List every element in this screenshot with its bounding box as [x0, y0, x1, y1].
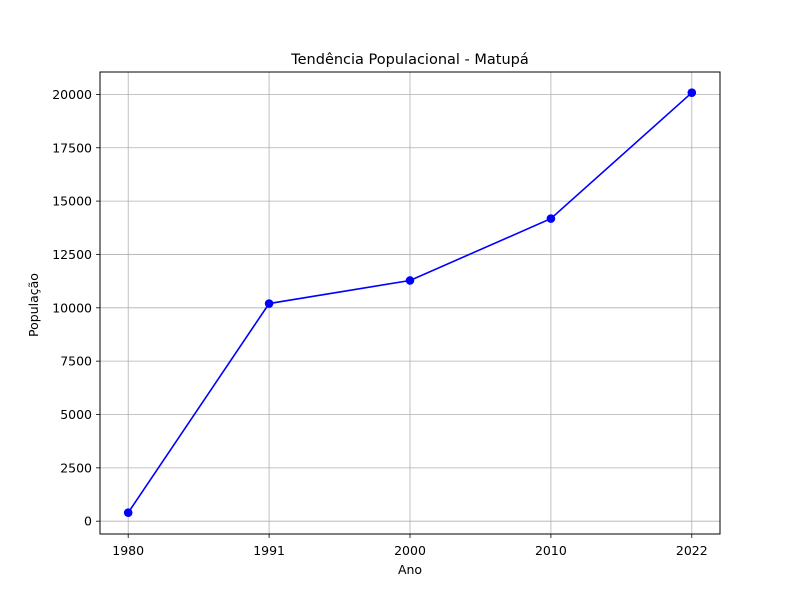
y-tick-label: 17500 — [52, 140, 92, 155]
data-point-1980 — [123, 508, 133, 517]
grid — [100, 72, 720, 534]
data-point-1991 — [264, 299, 274, 308]
y-axis: 0 2500 5000 7500 10000 12500 15000 17500 20000 — [52, 87, 100, 529]
x-tick-label: 1980 — [112, 543, 144, 558]
x-axis: 1980 1991 2000 2010 2022 — [112, 534, 708, 558]
x-tick-label: 2000 — [394, 543, 426, 558]
x-axis-label: Ano — [398, 562, 422, 577]
data-point-2000 — [405, 276, 415, 285]
y-tick-label: 0 — [84, 514, 92, 529]
y-tick-label: 12500 — [52, 247, 92, 262]
x-tick-label: 2010 — [535, 543, 567, 558]
x-tick-label: 2022 — [676, 543, 708, 558]
series-group — [123, 88, 697, 517]
data-point-2010 — [546, 214, 556, 223]
chart-title: Tendência Populacional - Matupá — [290, 52, 529, 68]
y-tick-label: 5000 — [60, 407, 92, 422]
y-tick-label: 2500 — [60, 460, 92, 475]
y-tick-label: 15000 — [52, 194, 92, 209]
data-point-2022 — [687, 88, 697, 97]
x-tick-label: 1991 — [253, 543, 285, 558]
y-tick-label: 20000 — [52, 87, 92, 102]
y-tick-label: 10000 — [52, 300, 92, 315]
y-axis-label: População — [26, 273, 41, 337]
y-tick-label: 7500 — [60, 354, 92, 369]
